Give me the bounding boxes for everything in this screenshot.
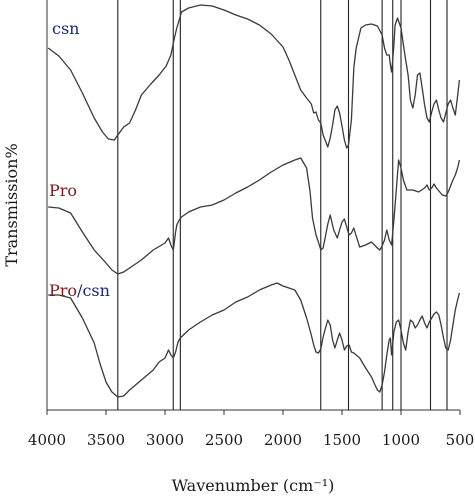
series-label-csn: csn — [52, 19, 79, 38]
series-label-pro-csn: Pro/csn — [49, 281, 110, 300]
x-tick-label-3000: 3000 — [146, 431, 184, 449]
x-tick-label-2000: 2000 — [264, 431, 302, 449]
plot-area — [46, 0, 460, 411]
series-line-pro — [48, 157, 461, 275]
series-line-pro-csn — [48, 282, 461, 398]
x-tick-label-4000: 4000 — [28, 431, 66, 449]
series-labels: csn Pro Pro/csn — [49, 19, 110, 300]
y-axis-title: Transmission% — [2, 143, 21, 266]
series-line-csn — [47, 4, 461, 149]
series-label-pro: Pro — [49, 181, 77, 200]
x-tick-label-2500: 2500 — [205, 431, 243, 449]
reference-lines — [117, 0, 448, 410]
x-axis-title: Wavenumber (cm⁻¹) — [172, 476, 335, 495]
x-tick-label-1000: 1000 — [382, 431, 420, 449]
x-tick-label-3500: 3500 — [87, 431, 125, 449]
x-axis-ticks: 4000 3500 3000 2500 2000 1500 1000 500 — [28, 410, 474, 449]
x-tick-label-1500: 1500 — [323, 431, 361, 449]
x-tick-label-500: 500 — [446, 431, 475, 449]
spectrum-traces — [47, 4, 461, 398]
